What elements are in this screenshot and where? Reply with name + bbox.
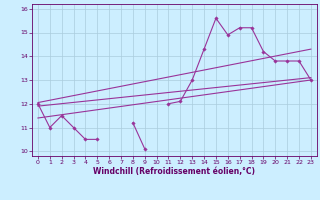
X-axis label: Windchill (Refroidissement éolien,°C): Windchill (Refroidissement éolien,°C)	[93, 167, 255, 176]
